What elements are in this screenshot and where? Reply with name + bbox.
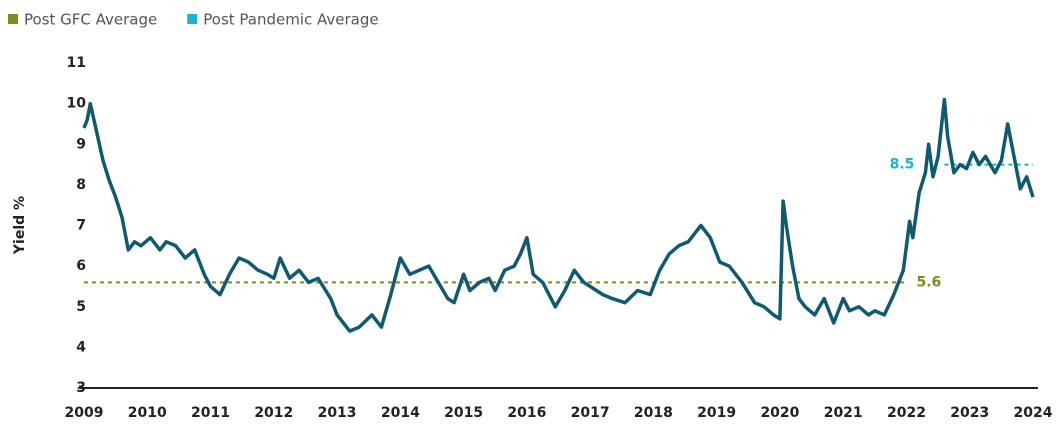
y-tick-label: 4 — [76, 339, 86, 355]
legend-swatch — [187, 14, 198, 24]
x-tick-label: 2016 — [507, 405, 546, 421]
average-label: 5.6 — [916, 274, 941, 290]
x-tick-label: 2022 — [887, 405, 926, 421]
x-tick-label: 2009 — [65, 405, 104, 421]
legend-label: Post GFC Average — [24, 11, 157, 29]
x-tick-label: 2021 — [824, 405, 863, 421]
legend-swatch — [8, 14, 18, 24]
y-tick-label: 11 — [67, 55, 86, 71]
y-tick-label: 6 — [76, 258, 86, 274]
legend-label: Post Pandemic Average — [203, 11, 378, 29]
y-axis-label: Yield % — [12, 196, 28, 255]
x-tick-label: 2019 — [697, 405, 736, 421]
x-tick-label: 2013 — [318, 405, 357, 421]
y-tick-label: 10 — [67, 96, 87, 112]
x-tick-label: 2015 — [444, 405, 483, 421]
x-tick-label: 2018 — [634, 405, 673, 421]
x-tick-label: 2023 — [950, 405, 989, 421]
data-line — [82, 97, 1035, 333]
y-tick-label: 9 — [76, 136, 86, 152]
x-tick-label: 2014 — [381, 405, 420, 421]
x-tick-label: 2020 — [760, 405, 799, 421]
x-tick-label: 2017 — [571, 405, 610, 421]
x-tick-label: 2010 — [128, 405, 167, 421]
x-tick-label: 2011 — [191, 405, 230, 421]
y-tick-label: 7 — [76, 218, 86, 234]
y-tick-label: 5 — [76, 299, 86, 315]
x-tick-label: 2024 — [1014, 405, 1053, 421]
average-label: 8.5 — [890, 157, 915, 173]
x-tick-label: 2012 — [254, 405, 293, 421]
y-tick-label: 8 — [76, 177, 86, 193]
